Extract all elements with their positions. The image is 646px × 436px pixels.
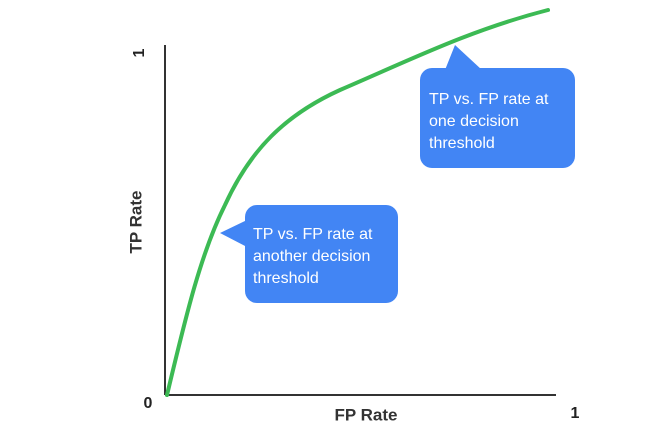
callout-box [245,205,398,303]
roc-curve [165,8,550,397]
callout-text: one decision [429,113,519,130]
callout-text: threshold [253,270,319,287]
callout-text: TP vs. FP rate at [253,226,373,243]
x-axis-title: FP Rate [335,405,398,424]
origin-label: 0 [144,395,153,412]
callout-pointer [445,45,482,70]
callout-text: TP vs. FP rate at [429,91,549,108]
y-axis-title: TP Rate [126,191,145,254]
y-max-label: 1 [131,48,148,57]
callout-box [420,68,575,168]
callout-pointer [220,220,247,247]
callout-2: TP vs. FP rate at another decision thres… [220,205,398,303]
callout-text: threshold [429,135,495,152]
x-max-label: 1 [571,405,580,422]
callout-1: TP vs. FP rate at one decision threshold [420,45,575,168]
callout-text: another decision [253,248,370,265]
